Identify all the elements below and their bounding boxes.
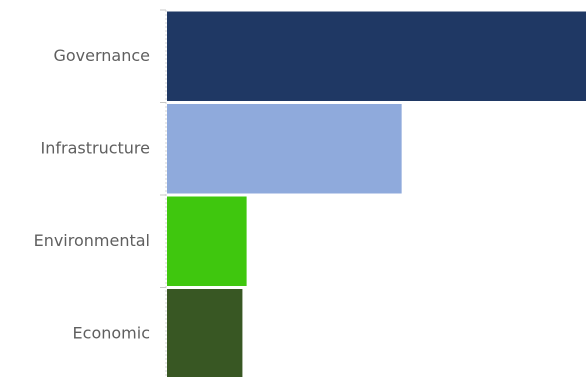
category-label-governance: Governance: [53, 46, 150, 65]
bar-governance: [167, 11, 586, 101]
category-label-environmental: Environmental: [34, 231, 150, 250]
category-label-economic: Economic: [73, 323, 150, 342]
category-axis-ticks: [160, 9, 166, 288]
bar-economic: [167, 289, 243, 377]
category-label-infrastructure: Infrastructure: [41, 138, 150, 157]
category-labels-group: Governance Infrastructure Environmental Eco…: [34, 46, 150, 343]
bar-infrastructure: [167, 104, 402, 194]
bar-environmental: [167, 196, 247, 286]
bars-group: [167, 11, 586, 377]
